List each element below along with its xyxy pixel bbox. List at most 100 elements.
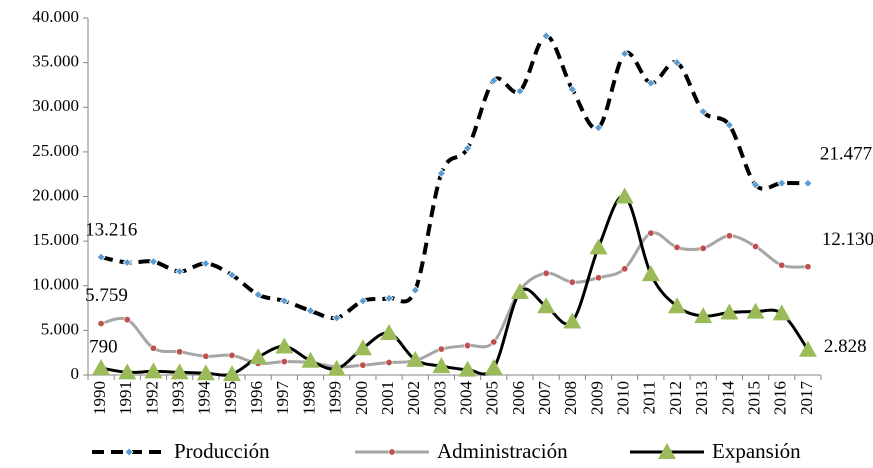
marker	[641, 265, 660, 282]
marker	[202, 352, 210, 360]
marker	[144, 362, 163, 379]
marker	[384, 293, 394, 303]
marker	[658, 443, 676, 459]
y-tick-label: 10.000	[32, 275, 79, 294]
marker	[621, 265, 629, 273]
marker	[463, 143, 473, 153]
marker	[537, 297, 556, 314]
marker	[170, 363, 189, 380]
x-tick-label: 2003	[430, 381, 449, 415]
marker	[620, 49, 630, 59]
marker	[589, 238, 608, 255]
marker	[380, 324, 399, 341]
x-tick-label: 2012	[666, 381, 685, 415]
y-tick-label: 40.000	[32, 7, 79, 26]
x-tick-label: 1998	[299, 381, 318, 415]
marker	[275, 337, 294, 354]
x-tick-label: 2009	[587, 381, 606, 415]
marker	[353, 339, 372, 356]
y-tick-label: 20.000	[32, 185, 79, 204]
value-label: 5.759	[85, 285, 128, 306]
marker	[249, 348, 268, 365]
marker	[118, 363, 137, 380]
marker	[804, 263, 812, 271]
x-tick-label: 2016	[771, 381, 790, 415]
marker	[725, 232, 733, 240]
marker	[464, 342, 472, 350]
marker	[458, 360, 477, 377]
marker	[750, 180, 761, 190]
marker	[510, 282, 529, 299]
value-label: 21.477	[820, 144, 872, 165]
marker	[484, 358, 503, 375]
x-tick-label: 1990	[90, 381, 109, 415]
marker	[724, 120, 734, 130]
marker	[122, 257, 132, 268]
value-label: 2.828	[824, 336, 867, 357]
value-label: 790	[89, 336, 118, 357]
marker	[772, 304, 791, 321]
x-tick-label: 1995	[221, 381, 240, 415]
marker	[698, 107, 708, 117]
marker	[149, 344, 157, 352]
marker	[388, 448, 396, 456]
marker	[563, 312, 582, 329]
marker	[385, 359, 393, 367]
x-tick-label: 2004	[456, 381, 475, 416]
marker	[437, 345, 445, 353]
y-tick-label: 5.000	[41, 319, 79, 338]
marker	[568, 278, 576, 286]
x-tick-label: 2008	[561, 381, 580, 415]
marker	[515, 86, 525, 96]
marker	[92, 358, 111, 375]
marker	[228, 351, 236, 359]
legend-label: Administración	[437, 439, 568, 463]
marker	[123, 316, 131, 324]
marker	[567, 84, 577, 94]
marker	[97, 320, 105, 328]
x-tick-label: 2001	[378, 381, 397, 415]
marker	[746, 302, 765, 319]
legend-item: Expansión	[630, 439, 801, 463]
marker	[778, 261, 786, 269]
marker	[803, 178, 813, 188]
x-tick-label: 1994	[195, 381, 214, 416]
marker	[301, 351, 320, 368]
x-tick-label: 2002	[404, 381, 423, 415]
marker	[253, 290, 263, 300]
marker	[148, 257, 159, 267]
marker	[647, 229, 655, 237]
marker	[720, 303, 739, 320]
x-tick-label: 2010	[614, 381, 633, 415]
y-tick-label: 25.000	[32, 141, 79, 160]
marker	[176, 348, 184, 356]
legend-label: Expansión	[712, 439, 801, 463]
y-tick-label: 30.000	[32, 96, 79, 115]
x-tick-label: 2014	[718, 381, 737, 416]
marker	[489, 75, 499, 86]
marker	[305, 306, 316, 316]
marker	[432, 357, 451, 374]
marker	[777, 178, 787, 188]
marker	[175, 266, 185, 277]
y-tick-label: 0	[71, 364, 80, 383]
x-tick-label: 2005	[483, 381, 502, 415]
y-tick-label: 15.000	[32, 230, 79, 249]
x-tick-label: 2013	[692, 381, 711, 415]
marker	[752, 242, 760, 250]
marker	[359, 361, 367, 369]
marker	[593, 123, 604, 133]
marker	[201, 258, 211, 269]
marker	[672, 58, 682, 68]
legend-item: Producción	[92, 439, 270, 463]
marker	[279, 296, 289, 306]
x-tick-label: 2015	[744, 381, 763, 415]
y-tick-label: 35.000	[32, 52, 79, 71]
marker	[699, 244, 707, 252]
marker	[542, 269, 550, 277]
marker	[541, 31, 551, 41]
marker	[227, 270, 237, 280]
marker	[222, 365, 241, 382]
marker	[96, 252, 106, 262]
